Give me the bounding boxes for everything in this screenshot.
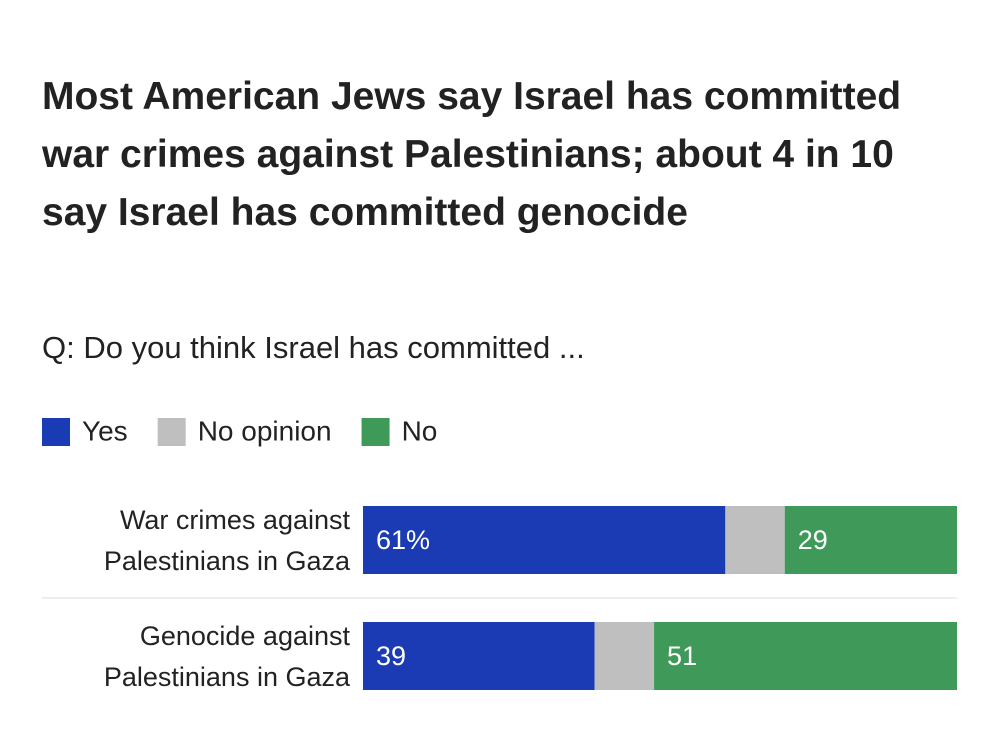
legend-label: Yes (82, 415, 128, 446)
bar-segment (725, 506, 785, 574)
value-label: 61% (376, 525, 430, 555)
legend-swatch (42, 418, 70, 446)
legend-swatch (361, 418, 390, 446)
chart-subtitle: Q: Do you think Israel has committed ... (42, 330, 585, 365)
legend-swatch (157, 418, 186, 446)
bar-segment (784, 506, 957, 574)
bar-segment (654, 622, 957, 690)
value-label: 29 (798, 525, 828, 555)
value-label: 39 (376, 641, 406, 671)
bar-segment (363, 506, 726, 574)
legend-label: No opinion (198, 415, 332, 446)
chart-title: Most American Jews say Israel has commit… (42, 75, 902, 234)
category-label: Genocide against (140, 621, 351, 651)
category-label: Palestinians in Gaza (104, 662, 351, 692)
value-label: 51 (667, 641, 697, 671)
category-label: Palestinians in Gaza (104, 546, 351, 576)
bar-segment (363, 622, 595, 690)
bar-segment (594, 622, 655, 690)
legend-label: No (402, 415, 438, 446)
category-label: War crimes against (120, 505, 351, 535)
